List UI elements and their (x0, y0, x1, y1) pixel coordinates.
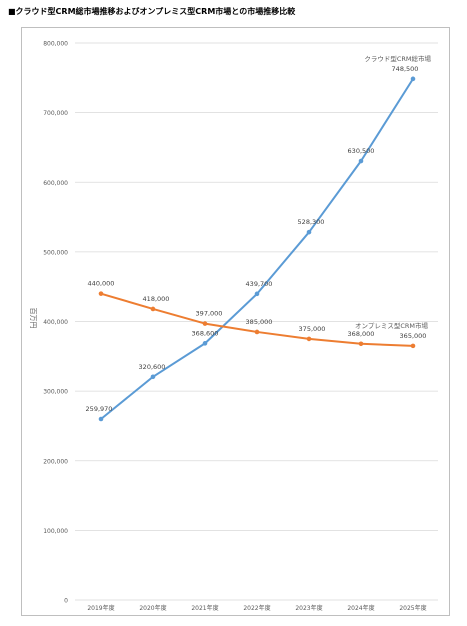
data-label: 418,000 (143, 295, 170, 303)
data-label: 440,000 (88, 280, 115, 288)
x-tick-label: 2025年度 (399, 604, 426, 612)
data-label: 385,000 (246, 318, 273, 326)
x-axis-ticks: 2019年度 2020年度 2021年度 2022年度 2023年度 2024年度 2025… (87, 604, 426, 612)
gridlines (75, 42, 438, 601)
data-point (202, 321, 208, 326)
data-point (410, 76, 416, 82)
y-tick-label: 0 (64, 598, 68, 605)
data-point (254, 329, 260, 335)
data-point (358, 341, 364, 347)
x-tick-label: 2022年度 (243, 604, 270, 612)
series-name-label: クラウド型CRM総市場 (364, 54, 431, 63)
data-point (150, 306, 156, 312)
data-point (98, 291, 104, 296)
data-point (306, 336, 312, 342)
data-label: 259,970 (86, 405, 113, 413)
y-tick-label: 200,000 (43, 458, 68, 465)
y-axis-label: 百万円 (29, 308, 37, 329)
data-point (202, 341, 208, 346)
data-label: 368,600 (192, 329, 219, 337)
data-point (254, 291, 260, 297)
chart-frame (21, 27, 450, 616)
x-tick-label: 2023年度 (295, 604, 322, 612)
y-tick-label: 400,000 (43, 319, 68, 326)
data-label: 748,500 (392, 65, 419, 73)
data-label: 368,000 (348, 330, 375, 338)
data-point (98, 416, 104, 422)
y-tick-label: 600,000 (43, 180, 68, 187)
y-tick-label: 700,000 (43, 110, 68, 117)
data-label: 375,000 (299, 325, 326, 333)
y-tick-label: 100,000 (43, 528, 68, 535)
data-labels-layer: 259,970 320,600 368,600 439,700 528,300 630,5… (86, 54, 432, 413)
series-layer (98, 76, 416, 422)
y-tick-label: 300,000 (43, 389, 68, 396)
data-label: 365,000 (400, 332, 427, 340)
series-name-label: オンプレミス型CRM市場 (355, 321, 428, 330)
data-point (306, 229, 312, 235)
data-label: 397,000 (196, 310, 223, 318)
y-tick-label: 800,000 (43, 41, 68, 48)
data-point (150, 374, 156, 380)
data-label: 528,300 (298, 218, 325, 226)
data-point (410, 343, 416, 349)
data-label: 320,600 (139, 363, 166, 371)
chart-title: ■クラウド型CRM総市場推移およびオンプレミス型CRM市場との市場推移比較 (8, 7, 296, 16)
x-tick-label: 2020年度 (139, 604, 166, 612)
x-tick-label: 2024年度 (347, 604, 374, 612)
data-label: 630,500 (348, 147, 375, 155)
x-tick-label: 2019年度 (87, 604, 114, 612)
data-point (358, 158, 364, 164)
y-tick-label: 500,000 (43, 249, 68, 256)
y-axis-ticks: 0 100,000 200,000 300,000 400,000 500,000 600,… (43, 41, 68, 605)
x-tick-label: 2021年度 (191, 604, 218, 612)
data-label: 439,700 (246, 280, 273, 288)
